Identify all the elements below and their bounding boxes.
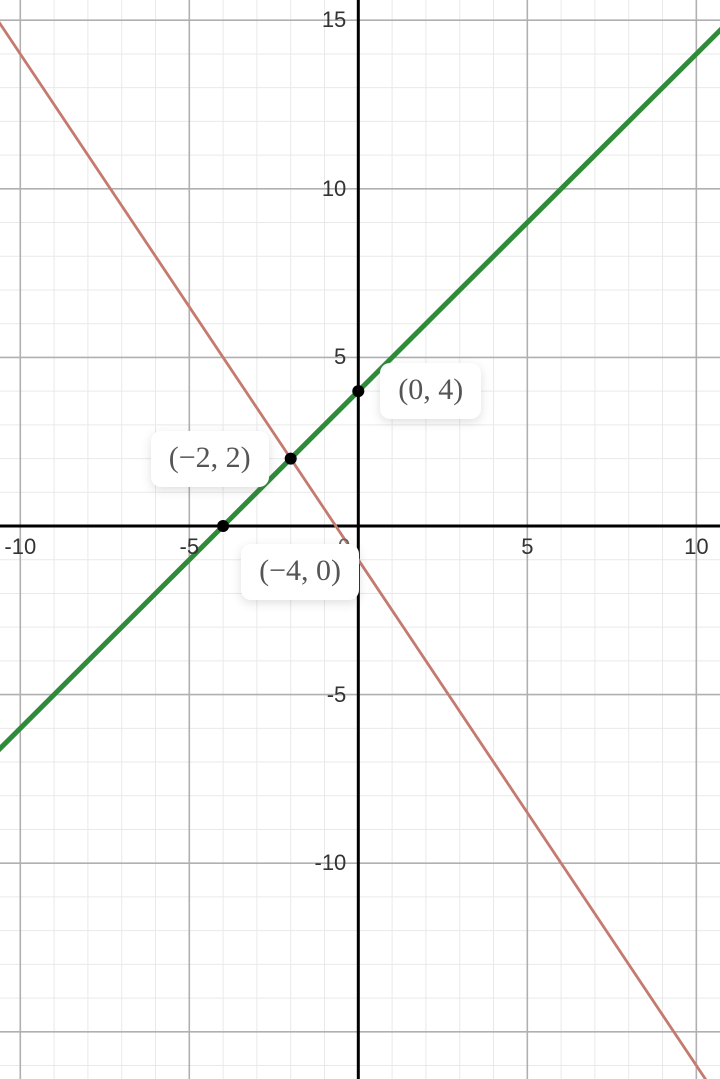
coordinate-plane-chart: -10-551015105-5-100(−2, 2)(0, 4)(−4, 0) <box>0 0 720 1079</box>
plot-point <box>285 453 297 465</box>
y-tick-label: 5 <box>334 344 346 370</box>
y-tick-label: 15 <box>322 7 346 33</box>
y-tick-label: -10 <box>315 850 347 876</box>
chart-svg <box>0 0 720 1079</box>
x-tick-label: -5 <box>180 534 200 560</box>
plot-point <box>352 385 364 397</box>
x-tick-label: -10 <box>4 534 36 560</box>
point-label: (−4, 0) <box>241 544 359 600</box>
x-tick-label: 5 <box>521 534 533 560</box>
plot-point <box>217 520 229 532</box>
point-label: (0, 4) <box>380 363 481 419</box>
x-tick-label: 10 <box>684 534 708 560</box>
y-tick-label: -5 <box>327 682 347 708</box>
point-label: (−2, 2) <box>151 431 269 487</box>
y-tick-label: 10 <box>322 176 346 202</box>
